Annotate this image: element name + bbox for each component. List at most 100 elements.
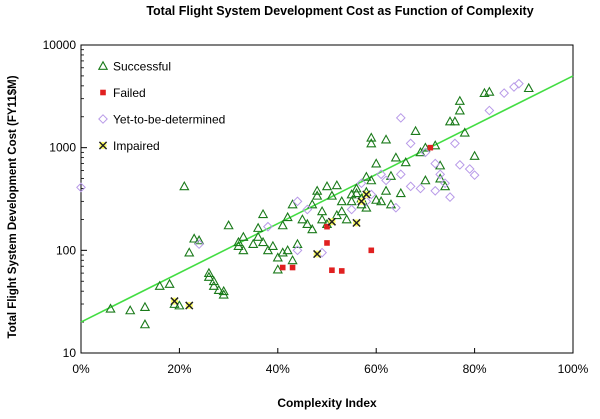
data-point-successful	[267, 240, 279, 250]
legend-marker-successful	[97, 60, 109, 70]
data-point-successful	[523, 82, 534, 93]
data-point-successful	[361, 171, 372, 181]
data-point-successful	[203, 271, 215, 281]
data-point-yet-to-be-determined	[390, 202, 401, 213]
data-point-yet-to-be-determined	[395, 169, 406, 180]
data-point-successful	[312, 185, 323, 195]
data-point-successful	[272, 252, 283, 262]
data-point-failed	[368, 247, 375, 254]
data-point-yet-to-be-determined	[376, 169, 387, 180]
data-point-successful	[218, 285, 229, 296]
y-tick-label: 100	[56, 243, 76, 257]
data-point-yet-to-be-determined	[415, 183, 426, 194]
data-point-successful	[287, 199, 298, 209]
plot-area: 10 100 1000 10000 0% 20% 40% 60% 80% 100%	[43, 38, 589, 376]
data-point-successful	[435, 173, 446, 183]
x-tick-label: 0%	[72, 362, 90, 376]
y-tick-label: 1000	[49, 141, 76, 155]
data-point-failed	[324, 240, 330, 246]
data-point-yet-to-be-determined	[450, 138, 460, 149]
data-point-successful	[410, 125, 421, 136]
data-point-successful	[336, 205, 347, 216]
data-point-successful	[390, 152, 402, 162]
data-point-successful	[375, 196, 387, 206]
data-point-successful	[341, 214, 352, 224]
data-point-successful	[371, 194, 382, 204]
data-point-successful	[238, 231, 249, 241]
data-point-yet-to-be-determined	[435, 169, 446, 180]
data-point-impaired	[327, 217, 337, 226]
data-point-yet-to-be-determined	[76, 182, 86, 193]
y-tick-label: 10000	[43, 38, 77, 52]
data-point-impaired-cross	[352, 218, 361, 228]
data-point-successful	[233, 236, 244, 247]
data-point-successful	[302, 218, 313, 229]
data-point-impaired	[185, 301, 194, 310]
data-point-successful	[139, 319, 151, 329]
legend-label-impaired: Impaired	[113, 139, 160, 153]
data-point-yet-to-be-determined	[263, 221, 273, 232]
data-point-yet-to-be-determined	[430, 158, 441, 169]
data-point-successful	[415, 147, 426, 157]
data-point-yet-to-be-determined	[405, 138, 416, 149]
data-point-yet-to-be-determined	[513, 78, 524, 89]
data-point-impaired	[313, 249, 322, 259]
data-point-successful	[400, 156, 411, 167]
data-point-yet-to-be-determined	[469, 170, 480, 181]
data-point-successful	[439, 181, 451, 191]
trendline	[80, 75, 574, 323]
data-point-successful	[316, 205, 328, 216]
data-point-successful	[395, 187, 406, 198]
y-axis-label: Total Flight System Development Cost (FY…	[7, 75, 19, 338]
data-point-successful	[282, 211, 293, 222]
data-point-successful	[164, 278, 175, 288]
legend: Successful Failed Yet-to-be-determined Impa…	[97, 60, 225, 153]
data-point-successful	[139, 301, 151, 312]
legend-marker-impaired-cross	[98, 141, 108, 150]
data-point-successful	[203, 267, 215, 278]
data-point-impaired-cross	[313, 249, 322, 259]
data-point-successful	[257, 236, 269, 247]
data-point-successful	[125, 305, 136, 315]
data-point-successful	[282, 245, 293, 255]
data-point-successful	[316, 214, 328, 224]
data-point-yet-to-be-determined	[430, 185, 441, 196]
data-point-successful	[351, 187, 362, 198]
data-point-successful	[420, 175, 431, 185]
data-point-impaired-cross	[327, 217, 337, 226]
data-point-yet-to-be-determined	[484, 105, 495, 116]
data-point-yet-to-be-determined	[440, 178, 450, 189]
data-point-successful	[385, 170, 397, 180]
data-point-successful	[189, 233, 200, 243]
data-point-impaired	[357, 197, 366, 206]
data-point-successful	[371, 158, 382, 168]
data-point-failed	[279, 264, 286, 271]
legend-marker-failed	[100, 89, 106, 96]
data-point-yet-to-be-determined	[464, 164, 475, 174]
data-point-successful	[331, 179, 342, 190]
data-point-successful	[307, 199, 318, 209]
data-point-successful	[208, 275, 219, 286]
legend-label-failed: Failed	[113, 86, 146, 100]
chart-title: Total Flight System Development Cost as …	[146, 4, 533, 18]
data-point-successful	[287, 254, 298, 265]
data-point-successful	[326, 190, 338, 200]
data-point-impaired	[362, 190, 371, 199]
data-point-yet-to-be-determined	[302, 204, 313, 215]
data-point-successful	[218, 289, 229, 299]
data-point-yet-to-be-determined	[395, 112, 406, 123]
data-point-failed	[289, 264, 296, 271]
data-point-yet-to-be-determined	[445, 192, 455, 203]
data-point-successful	[385, 199, 397, 209]
data-point-successful	[213, 284, 224, 294]
data-point-successful	[366, 138, 377, 148]
data-point-successful	[449, 116, 461, 126]
data-point-impaired-cross	[357, 197, 366, 206]
data-point-successful	[380, 134, 392, 144]
data-point-successful	[366, 175, 377, 185]
data-point-successful	[336, 196, 347, 206]
data-point-yet-to-be-determined	[499, 88, 510, 99]
data-point-successful	[272, 264, 283, 274]
data-point-successful	[252, 222, 264, 232]
